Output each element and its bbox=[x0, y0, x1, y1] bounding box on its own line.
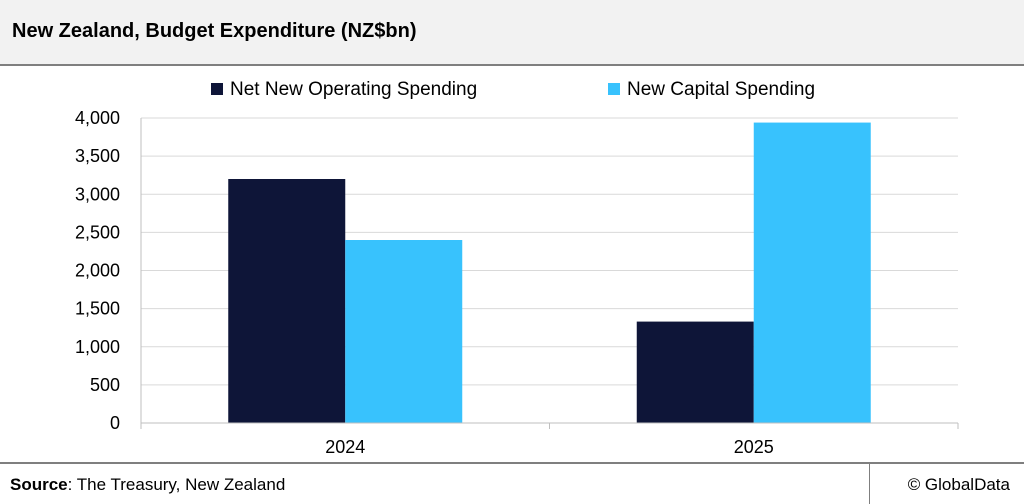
y-tick-label: 3,000 bbox=[75, 184, 120, 204]
footer-divider bbox=[869, 464, 870, 504]
y-tick-label: 3,500 bbox=[75, 146, 120, 166]
x-tick-label: 2024 bbox=[325, 437, 365, 457]
bar-new-capital-spending-2024 bbox=[345, 240, 463, 423]
bar-chart: Net New Operating Spending New Capital Sp… bbox=[75, 79, 959, 457]
legend-swatch bbox=[608, 83, 620, 95]
chart-footer: Source: The Treasury, New Zealand © Glob… bbox=[0, 462, 1024, 504]
bar-net-new-operating-spending-2024 bbox=[228, 179, 346, 423]
legend-label: New Capital Spending bbox=[627, 79, 815, 100]
legend: Net New Operating Spending New Capital Sp… bbox=[211, 79, 815, 100]
legend-label: Net New Operating Spending bbox=[230, 79, 477, 100]
x-axis: 2024 2025 bbox=[140, 118, 959, 457]
y-tick-label: 1,000 bbox=[75, 337, 120, 357]
source-note: Source: The Treasury, New Zealand bbox=[10, 475, 285, 495]
bar-net-new-operating-spending-2025 bbox=[636, 321, 754, 423]
legend-swatch bbox=[211, 83, 223, 95]
y-tick-label: 1,500 bbox=[75, 299, 120, 319]
y-axis-ticks: 0 500 1,000 1,500 2,000 2,500 3,000 3,500 4,000 bbox=[75, 108, 120, 433]
bar-new-capital-spending-2025 bbox=[753, 122, 871, 423]
y-tick-label: 500 bbox=[90, 375, 120, 395]
source-text: : The Treasury, New Zealand bbox=[67, 475, 286, 494]
source-label: Source bbox=[10, 475, 68, 494]
x-tick-label: 2025 bbox=[734, 437, 774, 457]
y-tick-label: 2,000 bbox=[75, 261, 120, 281]
y-tick-label: 0 bbox=[110, 413, 120, 433]
y-tick-label: 2,500 bbox=[75, 222, 120, 242]
chart-header: New Zealand, Budget Expenditure (NZ$bn) bbox=[0, 0, 1024, 66]
chart-title: New Zealand, Budget Expenditure (NZ$bn) bbox=[12, 20, 417, 42]
copyright: © GlobalData bbox=[907, 475, 1010, 494]
y-tick-label: 4,000 bbox=[75, 108, 120, 128]
bars bbox=[228, 122, 871, 423]
